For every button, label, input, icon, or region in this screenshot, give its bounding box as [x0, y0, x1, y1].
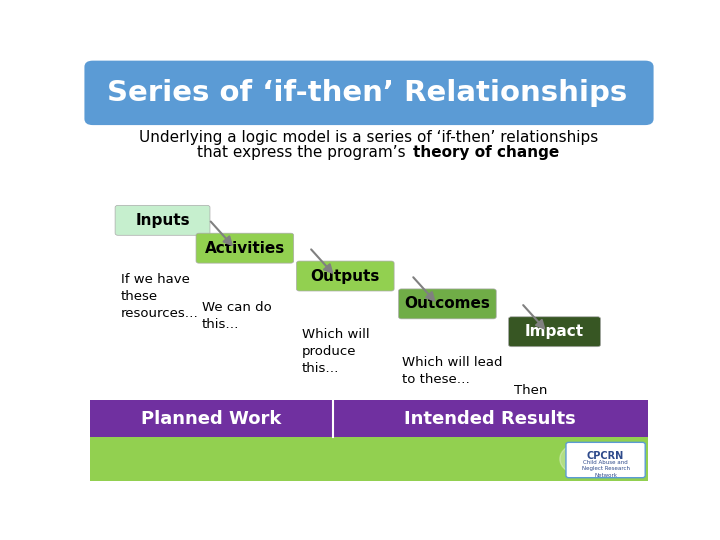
FancyBboxPatch shape	[84, 60, 654, 125]
Bar	[90, 400, 648, 437]
Text: Intended Results: Intended Results	[405, 410, 576, 428]
FancyBboxPatch shape	[399, 289, 496, 319]
Text: CPCRN: CPCRN	[587, 451, 624, 462]
Text: Outputs: Outputs	[310, 268, 380, 284]
Text: Series of ‘if-then’ Relationships: Series of ‘if-then’ Relationships	[107, 79, 627, 107]
FancyBboxPatch shape	[566, 442, 645, 478]
Circle shape	[560, 443, 602, 475]
FancyBboxPatch shape	[508, 317, 600, 347]
Text: Planned Work: Planned Work	[141, 410, 282, 428]
Circle shape	[595, 443, 638, 475]
Text: If we have
these
resources…: If we have these resources…	[121, 273, 199, 320]
Text: Then
these…: Then these…	[514, 384, 564, 414]
Text: Child Abuse and
Neglect Research
Network: Child Abuse and Neglect Research Network	[582, 460, 629, 478]
Text: that express the program’s theory of change: that express the program’s theory of cha…	[197, 145, 541, 160]
Text: Outcomes: Outcomes	[405, 296, 490, 312]
Text: Which will
produce
this…: Which will produce this…	[302, 328, 369, 375]
Text: Underlying a logic model is a series of ‘if-then’ relationships: Underlying a logic model is a series of …	[140, 130, 598, 145]
Text: Activities: Activities	[204, 241, 285, 255]
Text: that express the program’s: that express the program’s	[197, 145, 410, 160]
Circle shape	[577, 443, 620, 475]
Text: Inputs: Inputs	[135, 213, 190, 228]
Text: We can do
this…: We can do this…	[202, 301, 271, 330]
Text: theory of change: theory of change	[413, 145, 559, 160]
FancyBboxPatch shape	[196, 233, 294, 263]
FancyBboxPatch shape	[115, 205, 210, 235]
Text: Impact: Impact	[525, 324, 584, 339]
Text: Which will lead
to these…: Which will lead to these…	[402, 356, 503, 386]
Bar	[90, 437, 648, 481]
FancyBboxPatch shape	[297, 261, 394, 291]
